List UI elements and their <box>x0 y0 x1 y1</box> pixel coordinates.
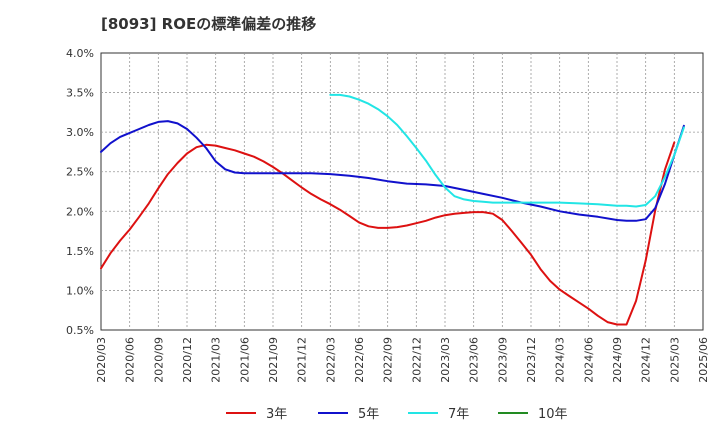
grid-lines <box>101 53 703 330</box>
legend-label-1[interactable]: 5年 <box>358 407 379 422</box>
x-tick-label: 2021/09 <box>267 337 280 383</box>
x-tick-label: 2024/03 <box>554 337 567 383</box>
series-line-2 <box>329 93 685 208</box>
x-tick-label: 2024/09 <box>611 337 624 383</box>
y-tick-label: 2.0% <box>66 205 94 218</box>
legend-label-2[interactable]: 7年 <box>448 407 469 422</box>
chart-title: [8093] ROEの標準偏差の推移 <box>101 15 316 33</box>
y-tick-label: 1.0% <box>66 284 94 297</box>
y-tick-label: 2.5% <box>66 166 94 179</box>
x-tick-label: 2020/03 <box>95 337 108 383</box>
legend[interactable]: 3年 5年 7年 10年 <box>226 407 568 422</box>
x-tick-label: 2021/06 <box>238 337 251 383</box>
x-tick-label: 2023/03 <box>439 337 452 383</box>
x-tick-label: 2022/12 <box>410 337 423 383</box>
x-tick-label: 2020/06 <box>124 337 137 383</box>
x-tick-label: 2023/06 <box>468 337 481 383</box>
x-tick-label: 2024/12 <box>640 337 653 383</box>
y-tick-label: 4.0% <box>66 47 94 60</box>
plot-frame <box>100 52 704 331</box>
legend-label-3[interactable]: 10年 <box>538 407 568 422</box>
y-tick-label: 3.0% <box>66 126 94 139</box>
x-tick-label: 2021/03 <box>210 337 223 383</box>
series-lines <box>100 93 685 326</box>
x-tick-label: 2022/09 <box>382 337 395 383</box>
x-axis: 2020/03 2020/06 2020/09 2020/12 2021/03 2021/… <box>95 337 710 383</box>
x-tick-label: 2023/09 <box>496 337 509 383</box>
y-axis: 0.5% 1.0% 1.5% 2.0% 2.5% 3.0% 3.5% 4.0% <box>66 47 94 337</box>
x-tick-label: 2020/09 <box>152 337 165 383</box>
series-line-1 <box>100 120 685 222</box>
y-tick-label: 1.5% <box>66 245 94 258</box>
legend-label-0[interactable]: 3年 <box>266 407 287 422</box>
y-tick-label: 0.5% <box>66 324 94 337</box>
x-tick-label: 2024/06 <box>582 337 595 383</box>
series-line-0 <box>100 141 676 326</box>
y-tick-label: 3.5% <box>66 87 94 100</box>
x-tick-label: 2025/06 <box>697 337 710 383</box>
plot-area <box>100 52 704 331</box>
x-tick-label: 2021/12 <box>296 337 309 383</box>
x-tick-label: 2025/03 <box>668 337 681 383</box>
x-tick-label: 2023/12 <box>525 337 538 383</box>
x-tick-label: 2022/06 <box>353 337 366 383</box>
x-tick-label: 2020/12 <box>181 337 194 383</box>
x-tick-label: 2022/03 <box>324 337 337 383</box>
